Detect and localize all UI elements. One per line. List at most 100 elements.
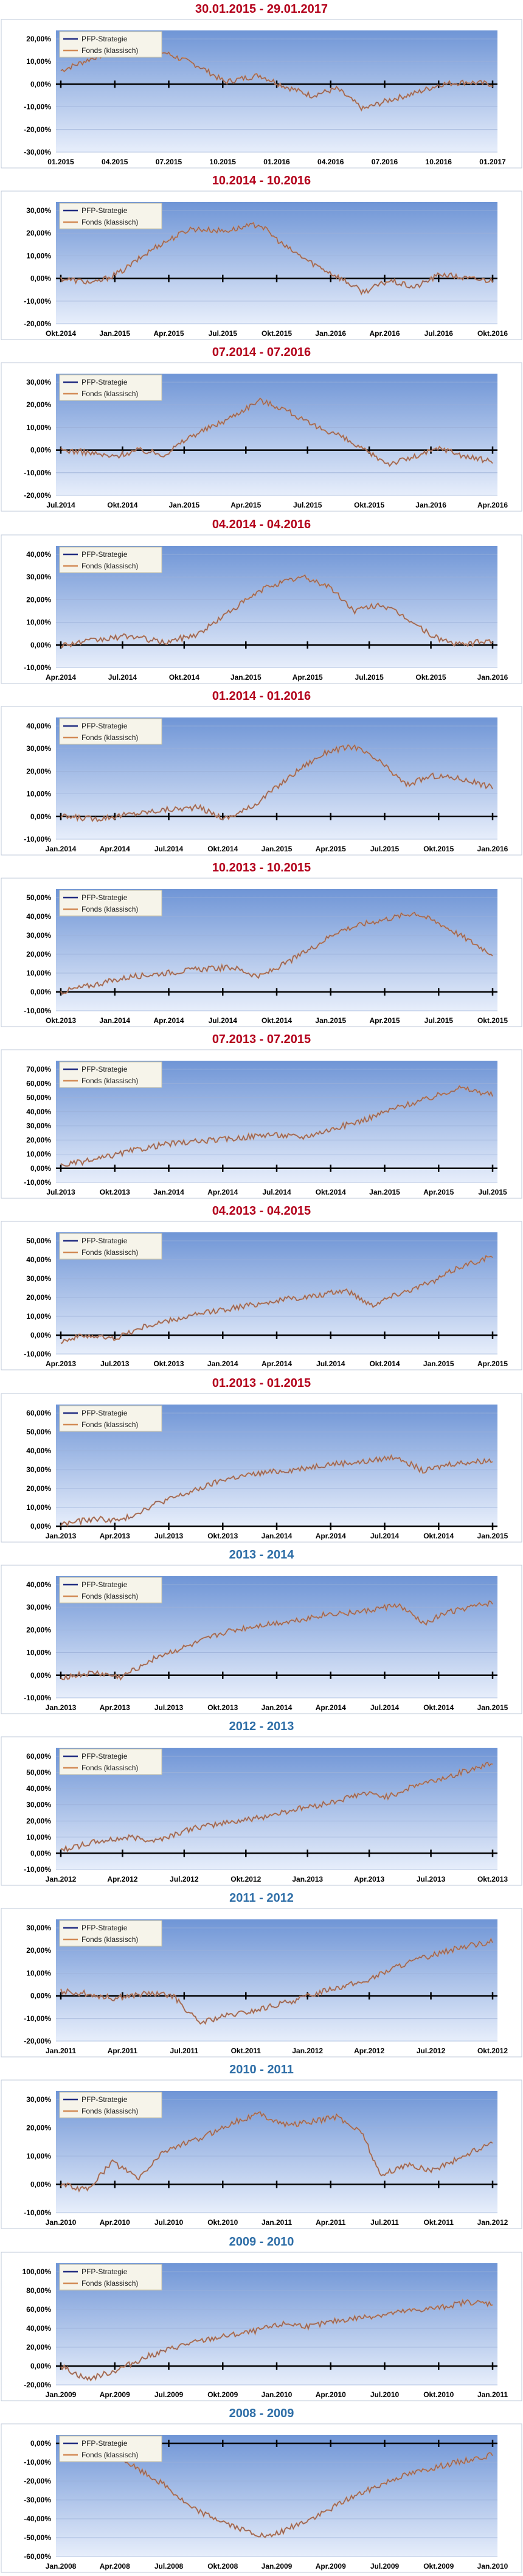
x-tick-label: Apr.2013 xyxy=(46,1360,76,1368)
y-tick-label: 20,00% xyxy=(26,595,51,604)
chart-panel: 2010 - 2011 -10,00% 0,00% 10,00% 20,00% 30,00… xyxy=(0,2061,523,2232)
series-line-pfp xyxy=(60,744,493,822)
x-tick-label: 07.2015 xyxy=(156,158,182,166)
y-tick-label: -10,00% xyxy=(24,2014,51,2023)
y-tick-label: -20,00% xyxy=(24,319,51,328)
y-tick-label: 0,00% xyxy=(30,1331,51,1339)
x-tick-label: Apr.2013 xyxy=(100,1532,130,1540)
x-tick-label: Jan.2015 xyxy=(315,1016,346,1025)
chart-title: 2010 - 2011 xyxy=(229,2063,294,2076)
legend-label: Fonds (klassisch) xyxy=(81,389,138,398)
x-tick-label: Apr.2016 xyxy=(477,501,508,509)
y-tick-label: 80,00% xyxy=(26,2286,51,2295)
x-tick-label: Okt.2015 xyxy=(262,329,292,338)
chart-svg: -10,00% 0,00% 10,00% 20,00% 30,00% Jan.2010 Ap… xyxy=(1,2079,522,2229)
x-tick-label: Apr.2015 xyxy=(293,673,323,682)
y-tick-label: 30,00% xyxy=(26,573,51,581)
legend-label: Fonds (klassisch) xyxy=(81,1592,138,1600)
chart-title: 2009 - 2010 xyxy=(229,2235,294,2249)
x-tick-label: Jul.2013 xyxy=(154,1703,184,1712)
x-tick-label: Jan.2015 xyxy=(230,673,262,682)
y-tick-label: -20,00% xyxy=(24,2477,51,2485)
y-tick-label: 30,00% xyxy=(26,931,51,940)
chart-panel: 01.2013 - 01.2015 0,00% 10,00% 20,00% 30,00%… xyxy=(0,1374,523,1546)
chart-panel: 2011 - 2012 -20,00% -10,00% 0,00% 10,00% 20,0… xyxy=(0,1889,523,2061)
x-tick-label: Apr.2009 xyxy=(100,2390,130,2399)
legend: PFP-Strategie Fonds (klassisch) xyxy=(59,374,162,401)
series-line-pfp xyxy=(60,2446,493,2538)
chart-title: 10.2014 - 10.2016 xyxy=(212,174,311,187)
x-tick-label: Okt.2009 xyxy=(207,2390,238,2399)
x-tick-label: Okt.2013 xyxy=(100,1188,130,1196)
x-tick-label: Apr.2009 xyxy=(316,2562,346,2571)
y-tick-label: 40,00% xyxy=(26,1108,51,1116)
x-tick-label: Jul.2016 xyxy=(424,329,454,338)
x-tick-label: Jul.2015 xyxy=(293,501,322,509)
x-tick-label: Jul.2010 xyxy=(370,2390,400,2399)
x-tick-label: Apr.2016 xyxy=(369,329,400,338)
chart-panel: 2008 - 2009 -60,00% -50,00% -40,00% -30,00% -… xyxy=(0,2404,523,2576)
y-tick-label: 0,00% xyxy=(30,2180,51,2189)
legend: PFP-Strategie Fonds (klassisch) xyxy=(59,1920,162,1947)
y-tick-label: 30,00% xyxy=(26,1465,51,1474)
series-line-pfp xyxy=(60,397,493,467)
y-tick-label: -10,00% xyxy=(24,469,51,477)
x-tick-label: Jan.2015 xyxy=(477,1532,508,1540)
y-tick-label: 0,00% xyxy=(30,1164,51,1173)
y-tick-label: -10,00% xyxy=(24,297,51,305)
y-tick-label: 10,00% xyxy=(26,618,51,627)
y-tick-label: 20,00% xyxy=(26,1625,51,1634)
series-line-pfp xyxy=(60,1085,493,1167)
y-tick-label: 30,00% xyxy=(26,1274,51,1283)
x-tick-label: Jul.2013 xyxy=(46,1188,75,1196)
y-tick-label: 0,00% xyxy=(30,988,51,996)
legend: PFP-Strategie Fonds (klassisch) xyxy=(59,718,162,745)
y-tick-label: 50,00% xyxy=(26,893,51,902)
x-tick-label: Jan.2015 xyxy=(168,501,199,509)
y-tick-label: 10,00% xyxy=(26,2152,51,2160)
x-tick-label: 01.2015 xyxy=(47,158,74,166)
x-tick-label: Apr.2010 xyxy=(316,2390,346,2399)
y-tick-label: -40,00% xyxy=(24,2515,51,2523)
legend-label: Fonds (klassisch) xyxy=(81,733,138,742)
legend-label: PFP-Strategie xyxy=(81,1065,128,1073)
y-tick-label: 20,00% xyxy=(26,1484,51,1493)
legend-label: Fonds (klassisch) xyxy=(81,1935,138,1944)
y-tick-label: 30,00% xyxy=(26,2095,51,2104)
x-tick-label: Okt.2008 xyxy=(207,2562,238,2571)
y-tick-label: 10,00% xyxy=(26,57,51,66)
legend-label: PFP-Strategie xyxy=(81,2439,128,2448)
y-tick-label: 20,00% xyxy=(26,1293,51,1302)
x-tick-label: Jan.2014 xyxy=(207,1360,238,1368)
y-tick-label: 0,00% xyxy=(30,2439,51,2448)
y-tick-label: 0,00% xyxy=(30,641,51,649)
x-tick-label: Jul.2015 xyxy=(355,673,384,682)
x-tick-label: Jan.2010 xyxy=(262,2390,293,2399)
legend-label: PFP-Strategie xyxy=(81,1924,128,1932)
x-tick-label: Okt.2016 xyxy=(477,329,508,338)
x-tick-label: Apr.2014 xyxy=(46,673,76,682)
x-tick-label: Okt.2015 xyxy=(477,1016,508,1025)
x-tick-label: Apr.2014 xyxy=(262,1360,292,1368)
chart-title: 04.2013 - 04.2015 xyxy=(212,1204,311,1218)
chart-panel: 07.2014 - 07.2016 -20,00% -10,00% 0,00% 10,0… xyxy=(0,343,523,515)
chart-panel: 07.2013 - 07.2015 -10,00% 0,00% 10,00% 20,00… xyxy=(0,1030,523,1202)
x-tick-label: Okt.2011 xyxy=(424,2218,454,2227)
chart-svg: -20,00% 0,00% 20,00% 40,00% 60,00% 80,00% 100,… xyxy=(1,2252,522,2401)
x-tick-label: Okt.2012 xyxy=(477,2047,508,2055)
x-tick-label: Apr.2015 xyxy=(230,501,261,509)
y-tick-label: -10,00% xyxy=(24,2208,51,2217)
x-tick-label: Jul.2015 xyxy=(424,1016,454,1025)
legend-label: PFP-Strategie xyxy=(81,206,128,215)
x-tick-label: Apr.2013 xyxy=(354,1875,384,1883)
legend-label: PFP-Strategie xyxy=(81,378,128,386)
legend: PFP-Strategie Fonds (klassisch) xyxy=(59,1405,162,1432)
x-tick-label: Okt.2010 xyxy=(423,2390,454,2399)
legend-label: Fonds (klassisch) xyxy=(81,2107,138,2115)
y-tick-label: 20,00% xyxy=(26,35,51,43)
x-tick-label: Jul.2015 xyxy=(478,1188,507,1196)
x-tick-label: Okt.2013 xyxy=(46,1016,76,1025)
x-tick-label: Jul.2015 xyxy=(370,845,400,853)
y-tick-label: 20,00% xyxy=(26,767,51,775)
y-tick-label: 70,00% xyxy=(26,1065,51,1073)
